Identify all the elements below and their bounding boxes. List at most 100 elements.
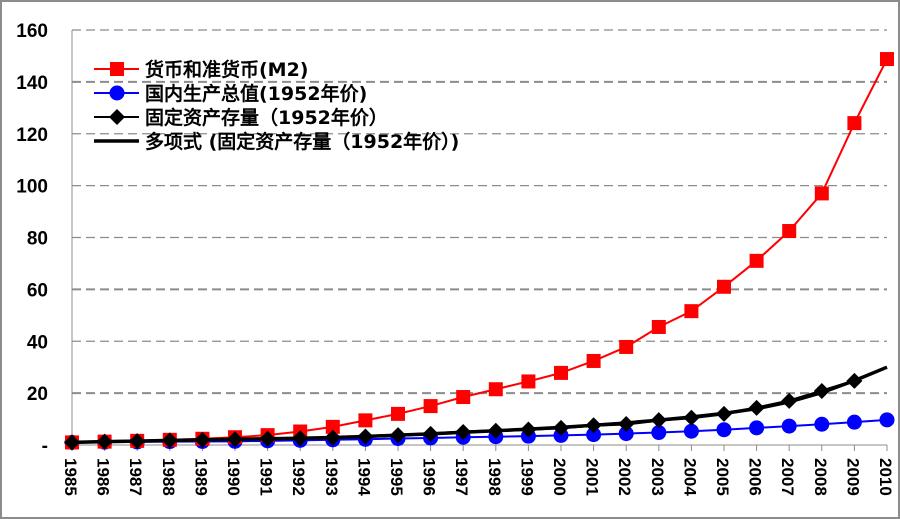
x-tick-label: 2005 — [713, 458, 732, 496]
square-marker — [358, 413, 373, 428]
square-marker — [651, 319, 666, 334]
legend-label: 固定资产存量（1952年价） — [145, 106, 388, 129]
y-tick-label: 60 — [27, 280, 48, 301]
diamond-marker — [227, 431, 243, 448]
circle-marker — [879, 412, 895, 428]
diamond-marker — [161, 432, 178, 449]
square-marker — [880, 52, 894, 67]
x-tick-label: 1986 — [94, 458, 113, 496]
diamond-marker — [846, 372, 863, 389]
legend-label: 货币和准货币(M2) — [145, 58, 309, 81]
square-marker — [325, 419, 340, 434]
series-2 — [64, 372, 863, 451]
diamond-marker — [650, 412, 667, 429]
circle-marker — [683, 423, 699, 439]
y-tick-label: 100 — [16, 177, 48, 198]
x-tick-label: 1996 — [420, 458, 439, 496]
x-tick-label: 2010 — [876, 458, 895, 496]
diamond-marker — [259, 430, 276, 447]
square-marker — [619, 339, 634, 354]
diamond-marker — [520, 421, 537, 438]
diamond-marker — [109, 109, 125, 125]
diamond-marker — [813, 383, 830, 400]
square-marker — [423, 399, 438, 414]
x-tick-label: 1989 — [191, 458, 210, 496]
x-tick-label: 1997 — [452, 458, 471, 496]
x-tick-label: 1985 — [61, 458, 80, 496]
diamond-marker — [390, 427, 406, 444]
circle-marker — [618, 426, 634, 442]
diamond-marker — [781, 392, 798, 409]
legend-label: 多项式 (固定资产存量（1952年价）) — [145, 130, 459, 153]
legend-item: 国内生产总值(1952年价) — [94, 82, 367, 105]
diamond-marker — [324, 429, 341, 446]
circle-marker — [109, 85, 125, 101]
x-tick-label: 2007 — [778, 458, 797, 496]
x-tick-label: 1999 — [517, 458, 536, 496]
diamond-marker — [748, 399, 765, 416]
diamond-marker — [194, 431, 211, 448]
square-marker — [717, 279, 731, 294]
circle-marker — [781, 418, 797, 434]
x-tick-label: 2000 — [550, 458, 569, 496]
x-tick-label: 1991 — [257, 458, 276, 496]
y-tick-label: 80 — [27, 229, 48, 250]
y-tick-label: 40 — [27, 332, 48, 353]
x-tick-label: 2008 — [811, 458, 830, 496]
x-tick-label: 1998 — [485, 458, 504, 496]
diamond-marker — [683, 409, 700, 426]
square-marker — [521, 374, 536, 389]
square-marker — [391, 406, 405, 421]
x-tick-label: 1992 — [289, 458, 308, 496]
legend-item: 多项式 (固定资产存量（1952年价）) — [94, 130, 459, 153]
square-marker — [488, 382, 503, 397]
diamond-marker — [129, 433, 146, 450]
diamond-marker — [618, 415, 635, 432]
diamond-marker — [422, 425, 439, 442]
circle-marker — [814, 416, 830, 432]
x-tick-label: 1994 — [354, 458, 373, 496]
circle-marker — [716, 422, 732, 438]
circle-marker — [749, 420, 765, 436]
square-marker — [684, 304, 699, 319]
x-tick-label: 1987 — [126, 458, 145, 496]
y-tick-label: 160 — [16, 21, 48, 42]
diamond-marker — [292, 430, 309, 447]
x-tick-label: 2001 — [583, 458, 602, 496]
square-marker — [782, 224, 797, 239]
y-tick-label: 20 — [27, 384, 48, 405]
legend-item: 固定资产存量（1952年价） — [94, 106, 388, 129]
square-marker — [110, 62, 124, 76]
x-tick-label: 1993 — [322, 458, 341, 496]
x-tick-label: 2006 — [746, 458, 765, 496]
diamond-marker — [487, 422, 504, 439]
y-tick-label: 120 — [16, 125, 48, 146]
x-tick-label: 1988 — [159, 458, 178, 496]
diamond-marker — [357, 428, 374, 445]
square-marker — [554, 365, 568, 380]
y-tick-label: - — [42, 436, 48, 457]
diamond-marker — [64, 434, 80, 451]
circle-marker — [651, 425, 667, 441]
square-marker — [586, 353, 601, 368]
legend-label: 国内生产总值(1952年价) — [145, 82, 367, 105]
diamond-marker — [455, 424, 472, 441]
square-marker — [456, 390, 471, 405]
x-tick-label: 2009 — [843, 458, 862, 496]
x-tick-label: 1995 — [387, 458, 406, 496]
diamond-marker — [585, 417, 602, 434]
circle-marker — [586, 427, 602, 443]
square-marker — [847, 116, 862, 131]
square-marker — [749, 253, 764, 268]
x-tick-label: 2002 — [615, 458, 634, 496]
square-marker — [814, 186, 829, 201]
y-tick-label: 140 — [16, 73, 48, 94]
diamond-marker — [716, 405, 732, 422]
diamond-marker — [96, 433, 113, 450]
x-tick-label: 2003 — [648, 458, 667, 496]
x-tick-label: 1990 — [224, 458, 243, 496]
circle-marker — [846, 414, 862, 430]
x-tick-label: 2004 — [680, 458, 699, 496]
legend: 货币和准货币(M2)国内生产总值(1952年价)固定资产存量（1952年价）多项… — [94, 58, 459, 153]
